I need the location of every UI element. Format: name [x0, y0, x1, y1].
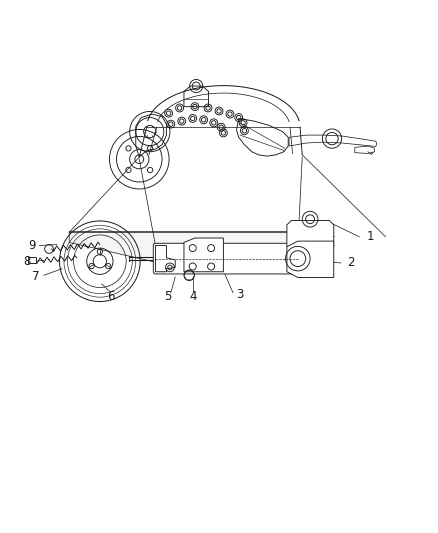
- Text: 8: 8: [24, 255, 31, 268]
- Polygon shape: [184, 238, 223, 272]
- Polygon shape: [69, 231, 298, 271]
- Text: 4: 4: [189, 290, 197, 303]
- FancyBboxPatch shape: [28, 257, 36, 263]
- Text: 5: 5: [164, 290, 171, 303]
- Text: 7: 7: [32, 270, 40, 282]
- Polygon shape: [155, 246, 175, 272]
- Text: 9: 9: [28, 239, 35, 252]
- Text: 6: 6: [106, 290, 114, 303]
- FancyBboxPatch shape: [153, 243, 300, 274]
- Polygon shape: [355, 146, 374, 154]
- Polygon shape: [287, 221, 334, 247]
- Polygon shape: [287, 241, 334, 278]
- Text: 1: 1: [366, 230, 374, 243]
- Text: 2: 2: [346, 256, 354, 270]
- Text: 3: 3: [237, 288, 244, 302]
